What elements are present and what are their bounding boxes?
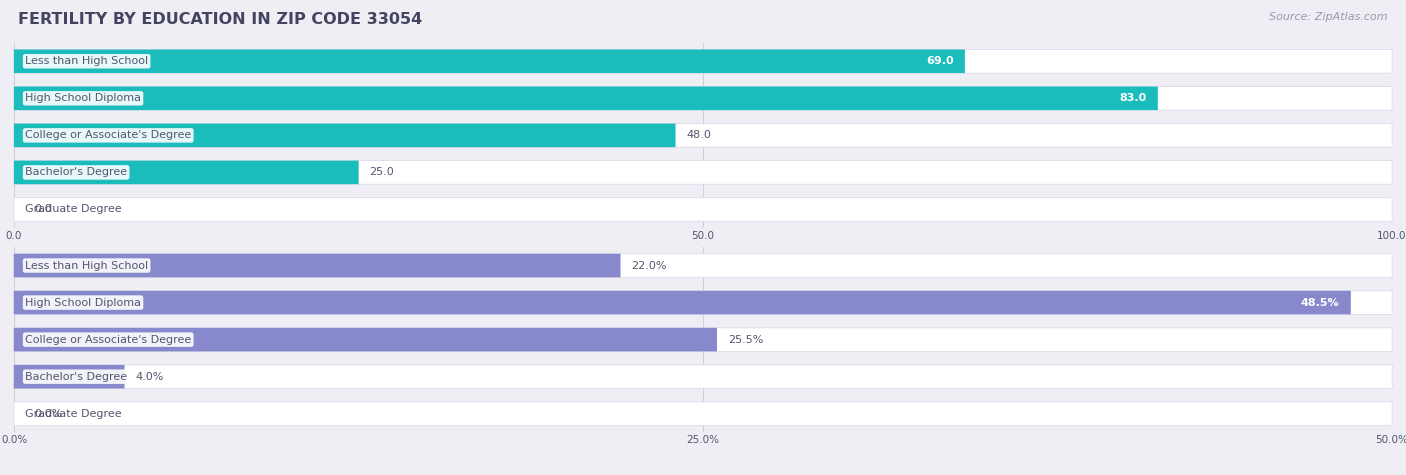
FancyBboxPatch shape bbox=[14, 254, 1392, 277]
FancyBboxPatch shape bbox=[14, 161, 1392, 184]
Text: FERTILITY BY EDUCATION IN ZIP CODE 33054: FERTILITY BY EDUCATION IN ZIP CODE 33054 bbox=[18, 12, 423, 27]
Text: 4.0%: 4.0% bbox=[135, 371, 163, 382]
Text: Less than High School: Less than High School bbox=[25, 260, 148, 271]
FancyBboxPatch shape bbox=[14, 49, 1392, 73]
Text: High School Diploma: High School Diploma bbox=[25, 93, 141, 104]
Text: Bachelor's Degree: Bachelor's Degree bbox=[25, 371, 127, 382]
FancyBboxPatch shape bbox=[14, 328, 717, 352]
Text: Bachelor's Degree: Bachelor's Degree bbox=[25, 167, 127, 178]
Text: Source: ZipAtlas.com: Source: ZipAtlas.com bbox=[1270, 12, 1388, 22]
FancyBboxPatch shape bbox=[14, 254, 620, 277]
FancyBboxPatch shape bbox=[14, 124, 675, 147]
FancyBboxPatch shape bbox=[14, 198, 1392, 221]
FancyBboxPatch shape bbox=[14, 365, 1392, 389]
Text: 25.0: 25.0 bbox=[370, 167, 394, 178]
FancyBboxPatch shape bbox=[14, 86, 1392, 110]
Text: 48.5%: 48.5% bbox=[1301, 297, 1340, 308]
Text: College or Associate's Degree: College or Associate's Degree bbox=[25, 130, 191, 141]
FancyBboxPatch shape bbox=[14, 86, 1157, 110]
Text: 48.0: 48.0 bbox=[686, 130, 711, 141]
Text: 0.0%: 0.0% bbox=[35, 408, 63, 419]
Text: Graduate Degree: Graduate Degree bbox=[25, 408, 122, 419]
Text: 69.0: 69.0 bbox=[927, 56, 953, 66]
FancyBboxPatch shape bbox=[14, 49, 965, 73]
FancyBboxPatch shape bbox=[14, 124, 1392, 147]
FancyBboxPatch shape bbox=[14, 161, 359, 184]
FancyBboxPatch shape bbox=[14, 365, 125, 389]
Text: 22.0%: 22.0% bbox=[631, 260, 666, 271]
FancyBboxPatch shape bbox=[14, 328, 1392, 352]
Text: 83.0: 83.0 bbox=[1119, 93, 1147, 104]
Text: High School Diploma: High School Diploma bbox=[25, 297, 141, 308]
FancyBboxPatch shape bbox=[14, 291, 1392, 314]
Text: Less than High School: Less than High School bbox=[25, 56, 148, 66]
Text: 25.5%: 25.5% bbox=[728, 334, 763, 345]
FancyBboxPatch shape bbox=[14, 291, 1351, 314]
Text: Graduate Degree: Graduate Degree bbox=[25, 204, 122, 215]
FancyBboxPatch shape bbox=[14, 402, 1392, 426]
Text: 0.0: 0.0 bbox=[35, 204, 52, 215]
Text: College or Associate's Degree: College or Associate's Degree bbox=[25, 334, 191, 345]
